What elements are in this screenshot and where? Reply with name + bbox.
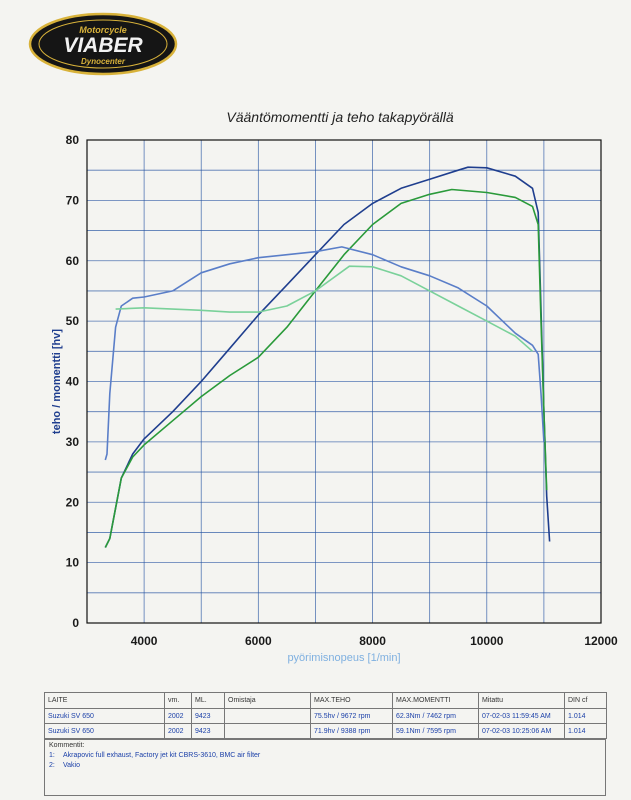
y-axis-label: teho / momentti [hv] bbox=[51, 329, 63, 434]
comment-line: 1: Akrapovic full exhaust, Factory jet ki… bbox=[49, 752, 601, 759]
cell-owner bbox=[224, 708, 311, 724]
cell-din-cf: 1.014 bbox=[564, 708, 607, 724]
y-tick-label: 70 bbox=[66, 193, 80, 207]
x-axis-label: pyörimisnopeus [1/min] bbox=[287, 652, 400, 664]
measurement-table: LAITE vm. ML. Omistaja MAX.TEHO MAX.MOME… bbox=[44, 692, 607, 739]
y-tick-label: 60 bbox=[66, 254, 80, 268]
table-row: Suzuki SV 650 2002 9423 71.9hv / 9388 rp… bbox=[44, 723, 607, 739]
series-line bbox=[104, 188, 548, 548]
table-header-row: LAITE vm. ML. Omistaja MAX.TEHO MAX.MOME… bbox=[44, 692, 607, 709]
comment-number: 2: bbox=[49, 762, 55, 769]
y-tick-label: 80 bbox=[66, 133, 80, 147]
y-tick-label: 10 bbox=[66, 556, 80, 570]
logo-brand-name: VIABER bbox=[63, 34, 143, 57]
cell-year: 2002 bbox=[164, 723, 192, 739]
chart-ticks: 0 10 20 30 40 50 60 70 80 4000 6000 8000 10000 12000 bbox=[66, 133, 618, 648]
y-tick-label: 30 bbox=[66, 435, 80, 449]
x-tick-label: 10000 bbox=[470, 634, 504, 648]
cell-owner bbox=[224, 723, 311, 739]
cell-mileage: 9423 bbox=[191, 723, 225, 739]
cell-year: 2002 bbox=[164, 708, 192, 724]
y-tick-label: 50 bbox=[66, 314, 80, 328]
series-line bbox=[104, 166, 551, 548]
comment-number: 1: bbox=[49, 752, 55, 759]
chart-grid bbox=[87, 140, 601, 623]
header-owner: Omistaja bbox=[224, 692, 311, 709]
logo-tagline-bottom: Dynocenter bbox=[81, 57, 126, 66]
cell-mileage: 9423 bbox=[191, 708, 225, 724]
header-max-torque: MAX.MOMENTTI bbox=[392, 692, 479, 709]
cell-max-torque: 59.1Nm / 7595 rpm bbox=[392, 723, 479, 739]
cell-device: Suzuki SV 650 bbox=[44, 708, 165, 724]
header-max-power: MAX.TEHO bbox=[310, 692, 393, 709]
chart-title: Vääntömomentti ja teho takapyörällä bbox=[226, 109, 453, 125]
x-tick-label: 6000 bbox=[245, 634, 272, 648]
cell-din-cf: 1.014 bbox=[564, 723, 607, 739]
cell-measured: 07-02-03 10:25:06 AM bbox=[478, 723, 565, 739]
cell-max-power: 71.9hv / 9388 rpm bbox=[310, 723, 393, 739]
header-mileage: ML. bbox=[191, 692, 225, 709]
x-tick-label: 8000 bbox=[359, 634, 386, 648]
comments-title: Kommentit: bbox=[49, 742, 85, 749]
header-din-cf: DIN cf bbox=[564, 692, 607, 709]
series-line bbox=[115, 265, 534, 352]
y-tick-label: 0 bbox=[72, 616, 79, 630]
header-year: vm. bbox=[164, 692, 192, 709]
viaber-logo: Motorcycle VIABER Dynocenter bbox=[28, 12, 178, 76]
y-tick-label: 40 bbox=[66, 375, 80, 389]
plot-frame bbox=[86, 139, 602, 624]
x-tick-label: 4000 bbox=[131, 634, 158, 648]
comments-box: Kommentit: 1: Akrapovic full exhaust, Fac… bbox=[44, 739, 606, 796]
comment-text: Vakio bbox=[63, 762, 80, 769]
cell-device: Suzuki SV 650 bbox=[44, 723, 165, 739]
comment-text: Akrapovic full exhaust, Factory jet kit … bbox=[63, 752, 261, 759]
y-tick-label: 20 bbox=[66, 495, 80, 509]
header-device: LAITE bbox=[44, 692, 165, 709]
cell-measured: 07-02-03 11:59:45 AM bbox=[478, 708, 565, 724]
chart-series bbox=[104, 166, 551, 548]
dyno-chart: Vääntömomentti ja teho takapyörällä 0 10 2… bbox=[51, 109, 618, 664]
comment-line: 2: Vakio bbox=[49, 762, 601, 769]
table-row: Suzuki SV 650 2002 9423 75.5hv / 9672 rp… bbox=[44, 708, 607, 724]
x-tick-label: 12000 bbox=[584, 634, 618, 648]
logo-tagline-top: Motorcycle bbox=[79, 25, 127, 35]
cell-max-power: 75.5hv / 9672 rpm bbox=[310, 708, 393, 724]
cell-max-torque: 62.3Nm / 7462 rpm bbox=[392, 708, 479, 724]
header-measured: Mitattu bbox=[478, 692, 565, 709]
